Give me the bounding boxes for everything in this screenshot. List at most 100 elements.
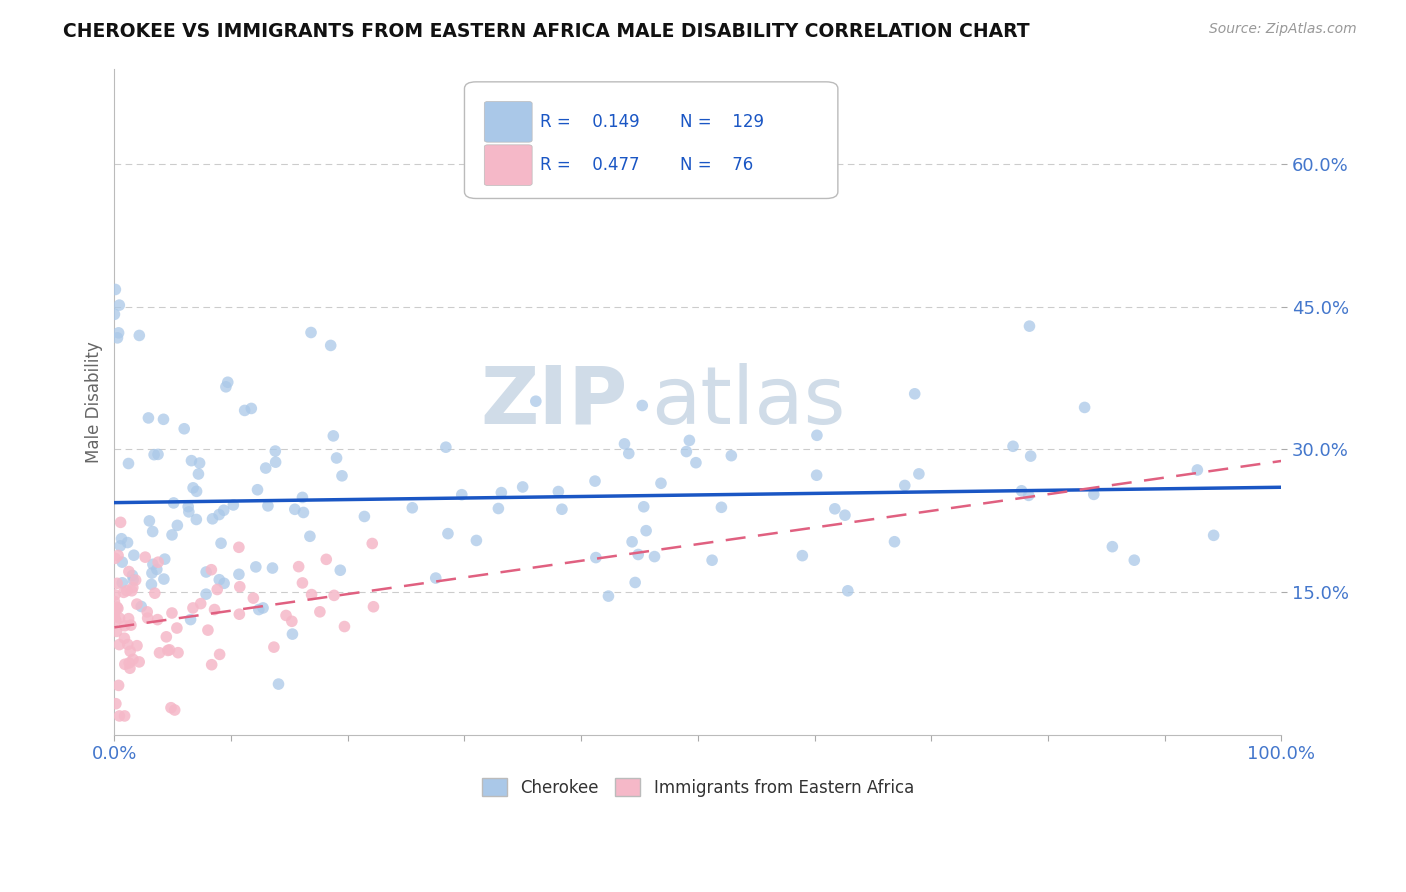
Point xyxy=(125,639,148,653)
Point xyxy=(908,467,931,481)
Point xyxy=(108,611,131,625)
Point xyxy=(1019,449,1042,463)
Point xyxy=(621,534,644,549)
Point xyxy=(437,526,460,541)
Point xyxy=(107,549,129,563)
Point xyxy=(329,563,352,577)
Point xyxy=(117,457,139,471)
Point xyxy=(186,484,208,499)
Point xyxy=(904,386,927,401)
Point xyxy=(262,561,284,575)
Point xyxy=(146,447,169,461)
Point xyxy=(129,599,152,614)
Point xyxy=(128,655,150,669)
Point xyxy=(188,456,211,470)
Point xyxy=(720,449,742,463)
Point xyxy=(263,640,285,654)
Point xyxy=(117,612,139,626)
Point xyxy=(195,565,218,579)
Point xyxy=(1011,483,1033,498)
Point xyxy=(252,601,274,615)
Point xyxy=(631,399,654,413)
Point xyxy=(136,605,159,619)
Point xyxy=(120,618,142,632)
Point xyxy=(104,614,127,628)
Point xyxy=(160,700,183,714)
Point xyxy=(110,516,132,530)
Point xyxy=(636,524,658,538)
Text: 0.477: 0.477 xyxy=(586,156,640,174)
Point xyxy=(118,661,141,675)
Point xyxy=(547,484,569,499)
Point xyxy=(824,501,846,516)
Point xyxy=(153,552,176,566)
Point xyxy=(117,638,139,652)
Point xyxy=(148,646,170,660)
Point xyxy=(205,582,228,597)
Point xyxy=(322,429,344,443)
Point xyxy=(122,573,145,587)
Point xyxy=(111,555,134,569)
Point xyxy=(264,444,287,458)
Point xyxy=(292,506,315,520)
Point xyxy=(309,605,332,619)
Point xyxy=(115,583,138,598)
Point xyxy=(333,619,356,633)
Point xyxy=(156,643,179,657)
Point xyxy=(208,508,231,522)
Point xyxy=(301,588,323,602)
Point xyxy=(166,621,188,635)
Point xyxy=(138,411,160,425)
Point xyxy=(242,591,264,606)
Point xyxy=(177,500,200,514)
Point xyxy=(107,331,129,345)
Point xyxy=(245,560,267,574)
Point xyxy=(118,656,141,670)
Point xyxy=(806,468,828,483)
Point xyxy=(401,500,423,515)
Point xyxy=(112,632,135,646)
Point xyxy=(212,503,235,517)
Point xyxy=(291,491,314,505)
Point xyxy=(173,422,195,436)
Point xyxy=(883,534,905,549)
Text: ZIP: ZIP xyxy=(481,363,628,441)
Point xyxy=(228,567,250,582)
Point xyxy=(108,298,131,312)
Point xyxy=(128,328,150,343)
Point xyxy=(617,446,640,460)
Point xyxy=(700,553,723,567)
Point xyxy=(299,326,322,340)
Point xyxy=(167,646,190,660)
Point xyxy=(323,588,346,602)
Point xyxy=(613,437,636,451)
Point xyxy=(163,703,186,717)
Point xyxy=(264,455,287,469)
Point xyxy=(1202,528,1225,542)
Point xyxy=(125,597,148,611)
Point xyxy=(163,496,186,510)
Point xyxy=(105,576,128,591)
Point xyxy=(644,549,666,564)
Point xyxy=(247,602,270,616)
Point xyxy=(152,412,174,426)
Text: Source: ZipAtlas.com: Source: ZipAtlas.com xyxy=(1209,22,1357,37)
Text: atlas: atlas xyxy=(651,363,845,441)
Point xyxy=(108,709,131,723)
Point xyxy=(136,611,159,625)
Point xyxy=(120,644,142,658)
Point xyxy=(212,576,235,591)
Point xyxy=(121,568,143,582)
Point xyxy=(187,467,209,481)
Point xyxy=(108,638,131,652)
Point xyxy=(142,524,165,539)
Point xyxy=(138,514,160,528)
Point xyxy=(837,583,859,598)
Point xyxy=(180,613,202,627)
Point xyxy=(228,607,250,622)
Point xyxy=(281,627,304,641)
Point xyxy=(524,394,547,409)
Point xyxy=(315,552,337,566)
Point xyxy=(284,502,307,516)
Point xyxy=(633,500,655,514)
